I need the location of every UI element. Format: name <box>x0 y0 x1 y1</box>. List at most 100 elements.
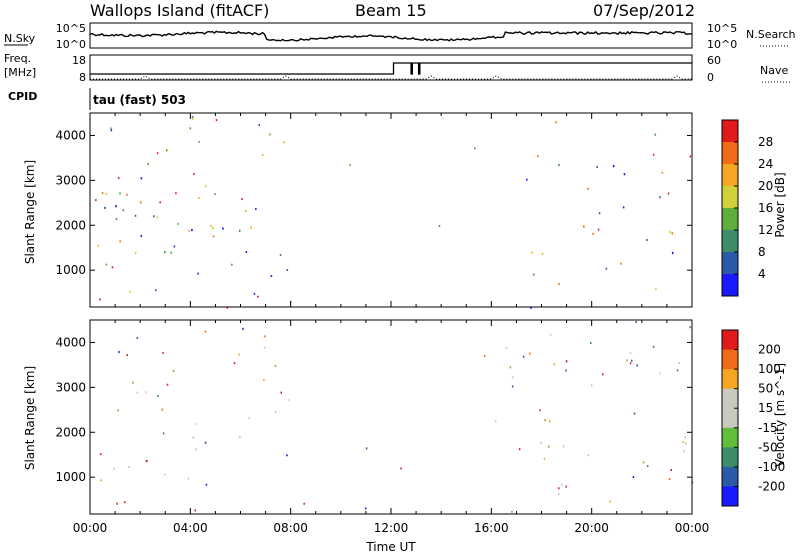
heatmap-cell <box>303 502 305 505</box>
colorbar-tick-label: 20 <box>758 179 773 193</box>
heatmap-cell <box>105 193 108 195</box>
power-yaxis: 1000 2000 3000 4000 <box>55 128 692 277</box>
heatmap-cell <box>274 364 277 367</box>
noise-left-tick-bottom: 10^0 <box>56 38 86 51</box>
heatmap-cell <box>136 337 139 339</box>
heatmap-cell <box>587 187 589 190</box>
heatmap-cell <box>286 269 289 271</box>
colorbar-tick-label: -100 <box>758 460 785 474</box>
freq-label-line2: [MHz] <box>4 66 36 79</box>
power-panel-bg <box>90 113 692 307</box>
colorbar-segment <box>722 388 738 409</box>
heatmap-cell <box>226 306 229 309</box>
heatmap-cell <box>146 460 148 463</box>
heatmap-cell <box>191 115 194 119</box>
colorbar-tick-label: 100 <box>758 362 781 376</box>
noise-right-label: N.Search <box>746 28 796 41</box>
cpid-value: tau (fast) 503 <box>93 93 186 107</box>
heatmap-cell <box>365 447 368 450</box>
heatmap-cell <box>280 391 282 394</box>
heatmap-cell <box>632 476 635 478</box>
heatmap-cell <box>113 467 115 470</box>
heatmap-cell <box>646 465 649 467</box>
heatmap-cell <box>587 454 590 457</box>
xtick-label: 20:00 <box>574 521 609 535</box>
heatmap-cell <box>541 252 544 255</box>
heatmap-cell <box>261 154 264 156</box>
heatmap-cell <box>140 234 142 237</box>
ytick-label: 3000 <box>55 173 86 187</box>
heatmap-cell <box>652 345 655 348</box>
xtick-label: 00:00 <box>675 521 710 535</box>
heatmap-cell <box>156 216 159 219</box>
heatmap-cell <box>212 235 215 238</box>
heatmap-cell <box>175 192 177 195</box>
station-title: Wallops Island (fitACF) <box>90 1 269 20</box>
heatmap-cell <box>117 177 120 179</box>
colorbar-tick-label: 24 <box>758 157 773 171</box>
heatmap-cell <box>676 369 679 372</box>
heatmap-cell <box>195 448 197 451</box>
heatmap-cell <box>558 487 560 490</box>
ytick-label: 2000 <box>55 218 86 232</box>
ytick-label: 1000 <box>55 263 86 277</box>
heatmap-cell <box>104 206 106 209</box>
power-heatmap <box>95 115 691 309</box>
heatmap-cell <box>689 155 691 158</box>
heatmap-cell <box>100 453 102 456</box>
heatmap-cell <box>126 193 128 196</box>
heatmap-cell <box>565 360 568 363</box>
heatmap-cell <box>140 177 143 180</box>
heatmap-cell <box>659 372 661 375</box>
colorbar-segment <box>722 230 738 253</box>
colorbar-segment <box>722 186 738 209</box>
freq-tick-bottom: 8 <box>79 71 86 84</box>
heatmap-cell <box>269 133 271 136</box>
beam-label: Beam 15 <box>355 1 427 20</box>
colorbar-tick-label: 28 <box>758 135 773 149</box>
heatmap-cell <box>590 384 593 387</box>
heatmap-cell <box>511 510 513 513</box>
freq-label-line1: Freq. <box>4 52 31 65</box>
heatmap-cell <box>99 298 101 301</box>
heatmap-cell <box>192 436 195 439</box>
heatmap-cell <box>400 467 402 470</box>
heatmap-cell <box>159 201 161 204</box>
colorbar-tick-label: 12 <box>758 223 773 237</box>
heatmap-cell <box>204 185 207 188</box>
heatmap-cell <box>655 288 657 291</box>
heatmap-cell <box>623 173 626 176</box>
heatmap-cell <box>544 419 546 422</box>
heatmap-cell <box>188 229 190 232</box>
heatmap-cell <box>253 292 256 295</box>
heatmap-cell <box>191 229 193 232</box>
heatmap-cell <box>153 215 155 218</box>
heatmap-cell <box>505 346 508 349</box>
heatmap-cell <box>668 478 671 480</box>
heatmap-cell <box>667 192 670 195</box>
heatmap-cell <box>596 165 598 168</box>
noise-panel-frame <box>89 22 693 49</box>
heatmap-cell <box>592 232 594 235</box>
heatmap-cell <box>198 196 200 199</box>
power-colorbar-label: Power [dB] <box>773 172 787 237</box>
heatmap-cell <box>173 245 176 248</box>
heatmap-cell <box>115 218 118 221</box>
nave-tick-bottom: 0 <box>707 71 714 84</box>
heatmap-cell <box>163 473 166 476</box>
velocity-yaxis: 1000 2000 3000 4000 <box>55 335 692 484</box>
ytick-label: 3000 <box>55 380 86 394</box>
heatmap-cell <box>258 124 260 126</box>
heatmap-cell <box>474 147 476 150</box>
heatmap-cell <box>214 193 216 195</box>
freq-panel-frame <box>89 54 693 81</box>
heatmap-cell <box>145 391 147 394</box>
heatmap-cell <box>661 171 664 174</box>
velocity-ylabel: Slant Range [km] <box>23 366 37 470</box>
freq-line <box>90 62 692 75</box>
ytick-label: 2000 <box>55 425 86 439</box>
heatmap-cell <box>565 369 567 372</box>
heatmap-cell <box>198 140 200 143</box>
heatmap-cell <box>530 306 532 309</box>
heatmap-cell <box>248 417 250 420</box>
